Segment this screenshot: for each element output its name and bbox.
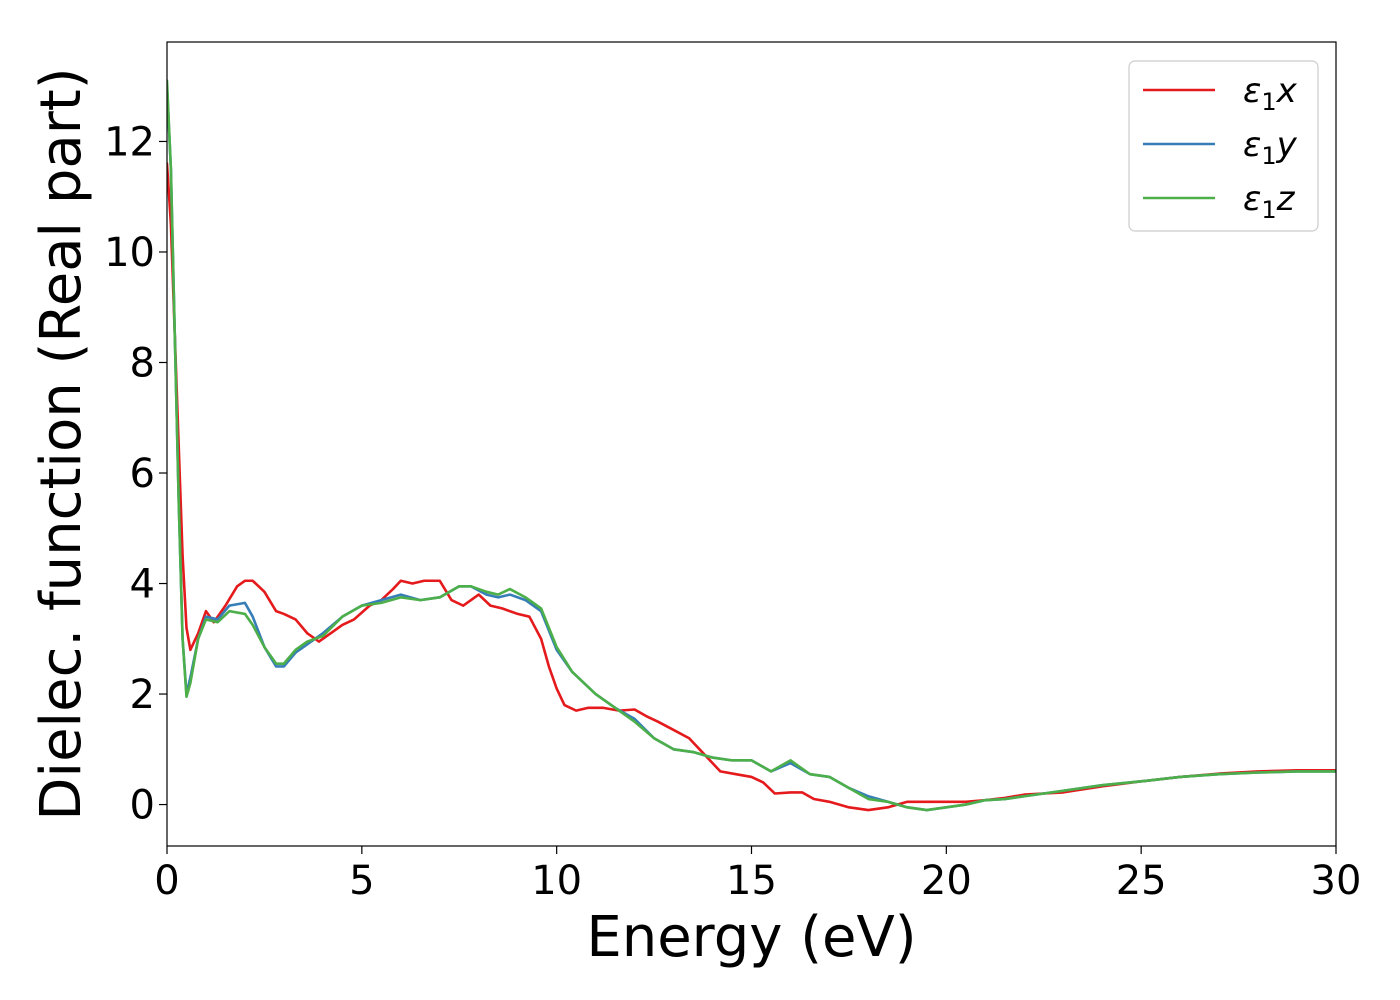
plot-area [167,79,1336,812]
y-tick-label: 0 [130,783,155,829]
x-tick-label: 25 [1116,858,1167,904]
legend-label-y: ε1y [1243,125,1298,170]
x-tick-label: 5 [349,858,374,904]
x-tick-label: 10 [531,858,582,904]
y-tick-label: 10 [104,230,155,276]
y-tick-label: 8 [130,340,155,386]
series-lines [167,79,1336,812]
legend-box [1128,60,1319,232]
x-tick-label: 20 [921,858,972,904]
y-tick-label: 4 [130,562,155,608]
y-tick-label: 2 [130,672,155,718]
x-tick-label: 15 [726,858,777,904]
x-tick-label: 0 [154,858,179,904]
x-axis-title: Energy (eV) [586,905,916,970]
legend: ε1x ε1y ε1z [1128,60,1319,232]
legend-label-z: ε1z [1243,179,1296,224]
x-tick-label: 30 [1311,858,1362,904]
axes: 0 5 10 15 20 25 30 0 2 4 6 8 10 12 [104,41,1362,904]
y-tick-label: 6 [130,451,155,497]
series-line-z [167,79,1336,812]
y-axis-title: Dielec. function (Real part) [29,67,94,820]
legend-label-x: ε1x [1243,71,1298,116]
series-line-x [167,162,1336,812]
y-tick-label: 12 [104,119,155,165]
